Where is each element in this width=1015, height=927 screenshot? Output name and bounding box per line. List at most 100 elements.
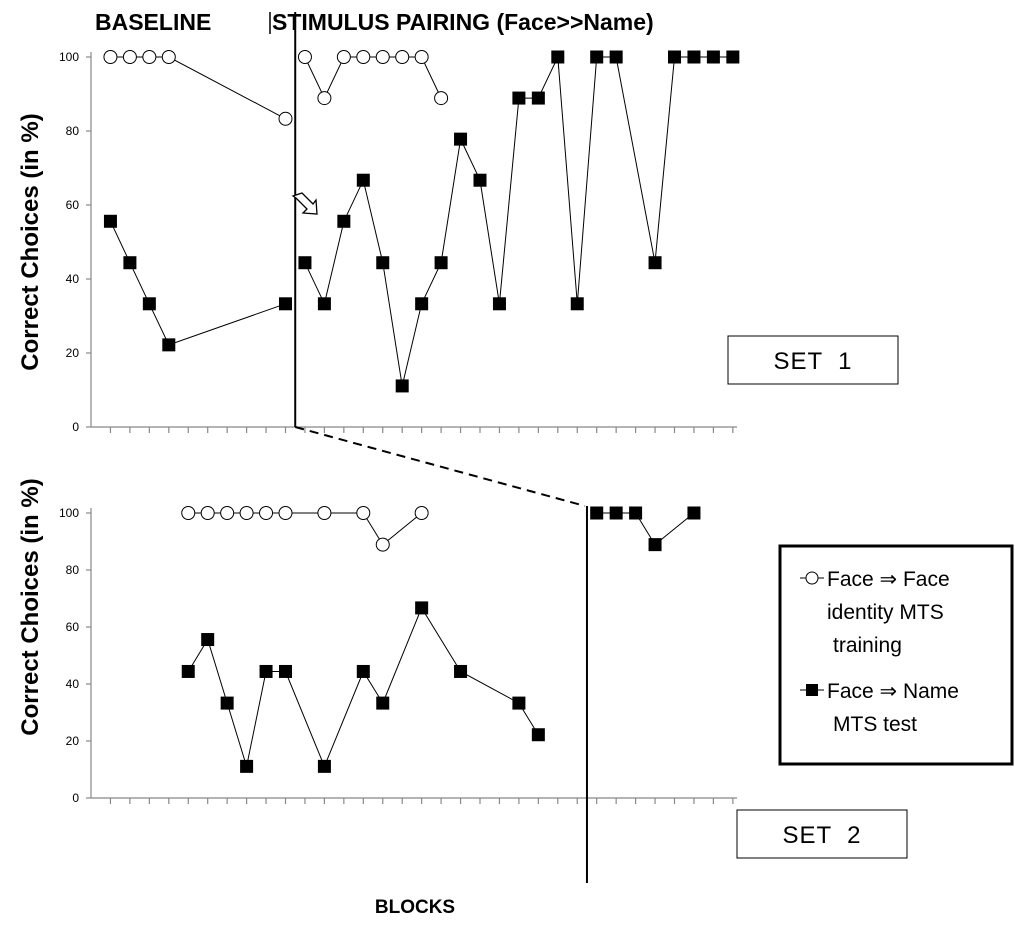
y-tick-label-set1: 100 [59, 50, 79, 64]
phase-connector-dashed-line [294, 426, 586, 507]
set1-label: SET 1 [774, 348, 853, 375]
data-point-face-name-set2 [687, 506, 701, 520]
data-point-face-name-set2 [181, 664, 195, 678]
data-point-face-name-set2 [415, 601, 429, 615]
set1-label-box [727, 335, 899, 385]
data-point-face-name-set1 [473, 173, 487, 187]
y-tick-label-set1: 60 [66, 198, 80, 212]
data-point-face-name-set2 [220, 696, 234, 710]
data-point-face-name-set1 [726, 50, 740, 64]
data-point-face-name-set1 [142, 297, 156, 311]
data-point-face-name-set1 [376, 256, 390, 270]
data-point-face-name-set1 [434, 256, 448, 270]
data-point-face-face-set1 [336, 50, 351, 64]
data-point-face-face-set1 [278, 111, 293, 126]
data-point-face-name-set2 [454, 664, 468, 678]
data-point-face-name-set1 [590, 50, 604, 64]
data-point-face-name-set1 [531, 91, 545, 105]
data-point-face-face-set1 [395, 50, 410, 64]
data-point-face-name-set2 [376, 696, 390, 710]
data-point-face-face-set1 [434, 91, 449, 106]
data-point-face-face-set2 [414, 506, 429, 520]
legend-box [778, 544, 1014, 766]
legend-entry-2-line-2: MTS test [833, 713, 917, 736]
legend-entry-1-line-3: training [833, 634, 902, 657]
data-point-face-face-set1 [375, 50, 390, 64]
arrow-annotation-icon [291, 192, 318, 215]
data-point-face-name-set1 [551, 50, 565, 64]
data-point-face-name-set1 [570, 297, 584, 311]
y-tick-label-set2: 20 [66, 734, 80, 748]
data-point-face-name-set2 [279, 664, 292, 678]
data-point-face-name-set1 [687, 50, 701, 64]
y-axis-title-set2: Correct Choices (in %) [17, 478, 44, 735]
data-point-face-name-set2 [317, 759, 331, 773]
data-point-face-name-set2 [531, 728, 545, 742]
data-point-face-name-set1 [123, 256, 137, 270]
data-point-face-face-set2 [317, 506, 332, 520]
data-point-face-face-set2 [220, 506, 235, 520]
data-point-face-name-set1 [609, 50, 623, 64]
data-point-face-face-set2 [259, 506, 274, 520]
y-tick-label-set2: 60 [66, 620, 80, 634]
y-tick-label-set1: 80 [66, 124, 80, 138]
data-point-face-name-set2 [356, 664, 370, 678]
y-tick-label-set1: 40 [66, 272, 80, 286]
data-point-face-name-set1 [648, 256, 662, 270]
legend-entry-1-line-2: identity MTS [827, 601, 944, 624]
legend-marker-filled-square [806, 684, 818, 696]
data-point-face-name-set1 [395, 379, 409, 393]
data-point-face-face-set1 [122, 50, 137, 64]
series-line-set1-face-face [110, 56, 286, 120]
y-tick-label-set2: 40 [66, 677, 80, 691]
legend-entry-1-line-1: Face ⇒ Face [827, 568, 950, 591]
series-line-set1-face-name [110, 221, 286, 346]
data-point-face-name-set1 [279, 297, 292, 311]
data-point-face-name-set2 [609, 506, 623, 520]
series-line-set1-face-name [304, 55, 733, 387]
data-point-face-name-set1 [454, 132, 468, 146]
data-point-face-name-set1 [356, 173, 370, 187]
data-point-face-name-set1 [337, 214, 351, 228]
data-point-face-name-set2 [201, 633, 215, 647]
data-point-face-face-set2 [278, 506, 293, 520]
legend-entry-2-line-1: Face ⇒ Name [827, 680, 959, 703]
data-point-face-face-set1 [161, 50, 176, 64]
set2-label-box [736, 809, 908, 859]
data-point-face-name-set2 [512, 696, 526, 710]
data-point-face-name-set1 [162, 338, 176, 352]
data-point-face-face-set2 [356, 506, 371, 520]
legend-marker-open-circle [805, 571, 819, 585]
data-point-face-name-set1 [317, 297, 331, 311]
set2-label: SET 2 [783, 822, 862, 849]
data-point-face-face-set2 [239, 506, 254, 520]
data-point-face-name-set1 [706, 50, 720, 64]
data-point-face-name-set2 [629, 506, 643, 520]
data-point-face-face-set2 [181, 506, 196, 520]
data-point-face-face-set2 [200, 506, 215, 520]
y-tick-label-set1: 20 [66, 346, 80, 360]
data-point-face-face-set1 [297, 50, 312, 64]
data-point-face-name-set1 [668, 50, 681, 64]
series-line-set2-face-name [187, 606, 539, 768]
data-point-face-name-set2 [240, 759, 254, 773]
x-axis-title: BLOCKS [375, 897, 455, 918]
data-point-face-name-set1 [415, 297, 429, 311]
y-axis-title-set1: Correct Choices (in %) [17, 113, 44, 370]
data-point-face-name-set1 [298, 256, 312, 270]
data-point-face-face-set1 [356, 50, 371, 64]
data-point-face-face-set1 [414, 50, 429, 64]
data-point-face-name-set1 [103, 214, 117, 228]
y-tick-label-set2: 100 [59, 506, 79, 520]
y-tick-label-set1: 0 [72, 420, 79, 434]
y-tick-label-set2: 80 [66, 563, 80, 577]
data-point-face-name-set1 [492, 297, 506, 311]
data-point-face-face-set1 [142, 50, 157, 64]
data-point-face-name-set2 [648, 538, 662, 552]
series-line-set2-face-face [188, 512, 422, 546]
data-point-face-name-set2 [590, 506, 604, 520]
legend: Face ⇒ Face identity MTS training Face ⇒… [778, 544, 1014, 766]
data-point-face-face-set2 [375, 537, 390, 552]
data-point-face-name-set1 [512, 91, 526, 105]
